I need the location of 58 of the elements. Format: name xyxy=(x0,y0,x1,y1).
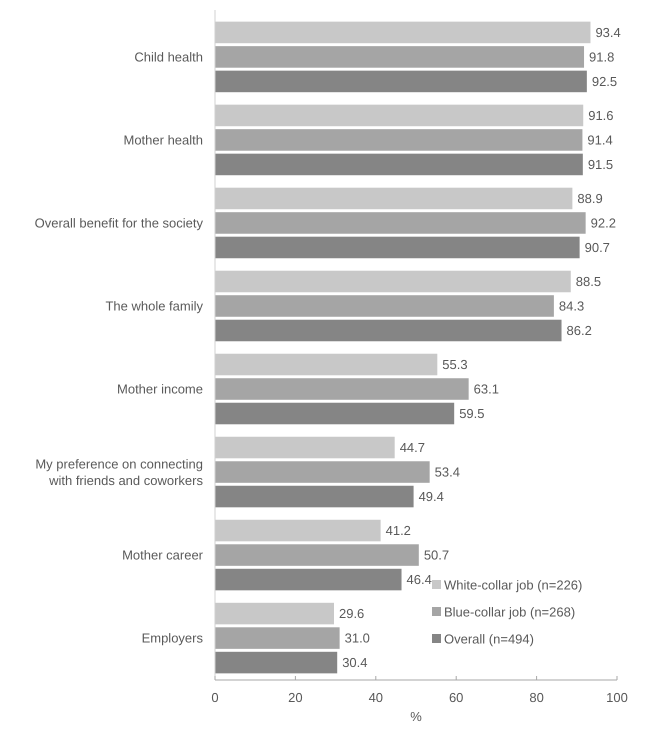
text: 92.5 xyxy=(592,74,618,89)
x-tick-label: 20 xyxy=(288,690,303,705)
text: 50.7 xyxy=(424,548,450,563)
text: 31.0 xyxy=(344,630,370,646)
y-tick-label: My preference on connecting with friends and coworkers xyxy=(35,456,204,488)
x-tick-label: 100 xyxy=(606,690,628,705)
bar xyxy=(215,544,419,566)
legend-label: Overall (n=494) xyxy=(444,632,534,647)
text: 90.7 xyxy=(584,240,610,256)
bar xyxy=(215,486,414,508)
y-tick-label: Employers xyxy=(142,630,204,646)
bar xyxy=(215,378,469,400)
text: 93.4 xyxy=(595,24,621,40)
text: 29.6 xyxy=(338,606,364,622)
bar xyxy=(215,461,430,483)
x-axis-title: % xyxy=(410,709,422,724)
text: 88.5 xyxy=(576,274,602,290)
bar xyxy=(215,402,454,424)
bar xyxy=(215,154,583,176)
y-tick-label: Overall benefit for the society xyxy=(34,216,204,231)
text: 59.5 xyxy=(459,406,485,422)
text: 55.3 xyxy=(442,357,468,372)
x-tick-label: 60 xyxy=(448,690,464,705)
x-tick-label: 80 xyxy=(529,690,544,705)
y-tick-label: Child health xyxy=(134,49,203,64)
x-tick-label: 40 xyxy=(368,690,384,705)
bar xyxy=(215,236,580,258)
bar xyxy=(215,295,554,317)
bar xyxy=(215,627,340,649)
text: 63.1 xyxy=(474,382,499,397)
bar xyxy=(215,46,584,68)
legend-label: Blue-collar job (n=268) xyxy=(444,604,576,620)
bar xyxy=(215,70,587,92)
text: 92.2 xyxy=(590,216,616,231)
text: 88.9 xyxy=(577,191,603,206)
text: 30.4 xyxy=(342,655,368,670)
legend-label: White-collar job (n=226) xyxy=(444,578,582,593)
bar xyxy=(215,568,402,590)
text: 86.2 xyxy=(566,323,592,338)
text: 91.6 xyxy=(588,108,614,123)
bar xyxy=(215,129,582,151)
y-tick-label: Mother health xyxy=(124,132,203,148)
bar xyxy=(215,652,338,674)
text: 91.4 xyxy=(587,132,613,148)
x-tick-label: 0 xyxy=(211,690,219,705)
bar xyxy=(215,320,562,342)
text: 44.7 xyxy=(400,440,426,456)
bar xyxy=(215,212,586,234)
text: 49.4 xyxy=(418,489,444,504)
text: 41.2 xyxy=(386,523,411,538)
y-tick-label: Mother career xyxy=(122,548,204,563)
text: 53.4 xyxy=(434,464,460,480)
text: 91.5 xyxy=(588,157,614,172)
y-tick-label: The whole family xyxy=(105,298,204,314)
y-tick-label: Mother income xyxy=(117,382,203,397)
text: 46.4 xyxy=(406,572,432,588)
text: 91.8 xyxy=(589,49,614,64)
text: 84.3 xyxy=(558,298,584,314)
